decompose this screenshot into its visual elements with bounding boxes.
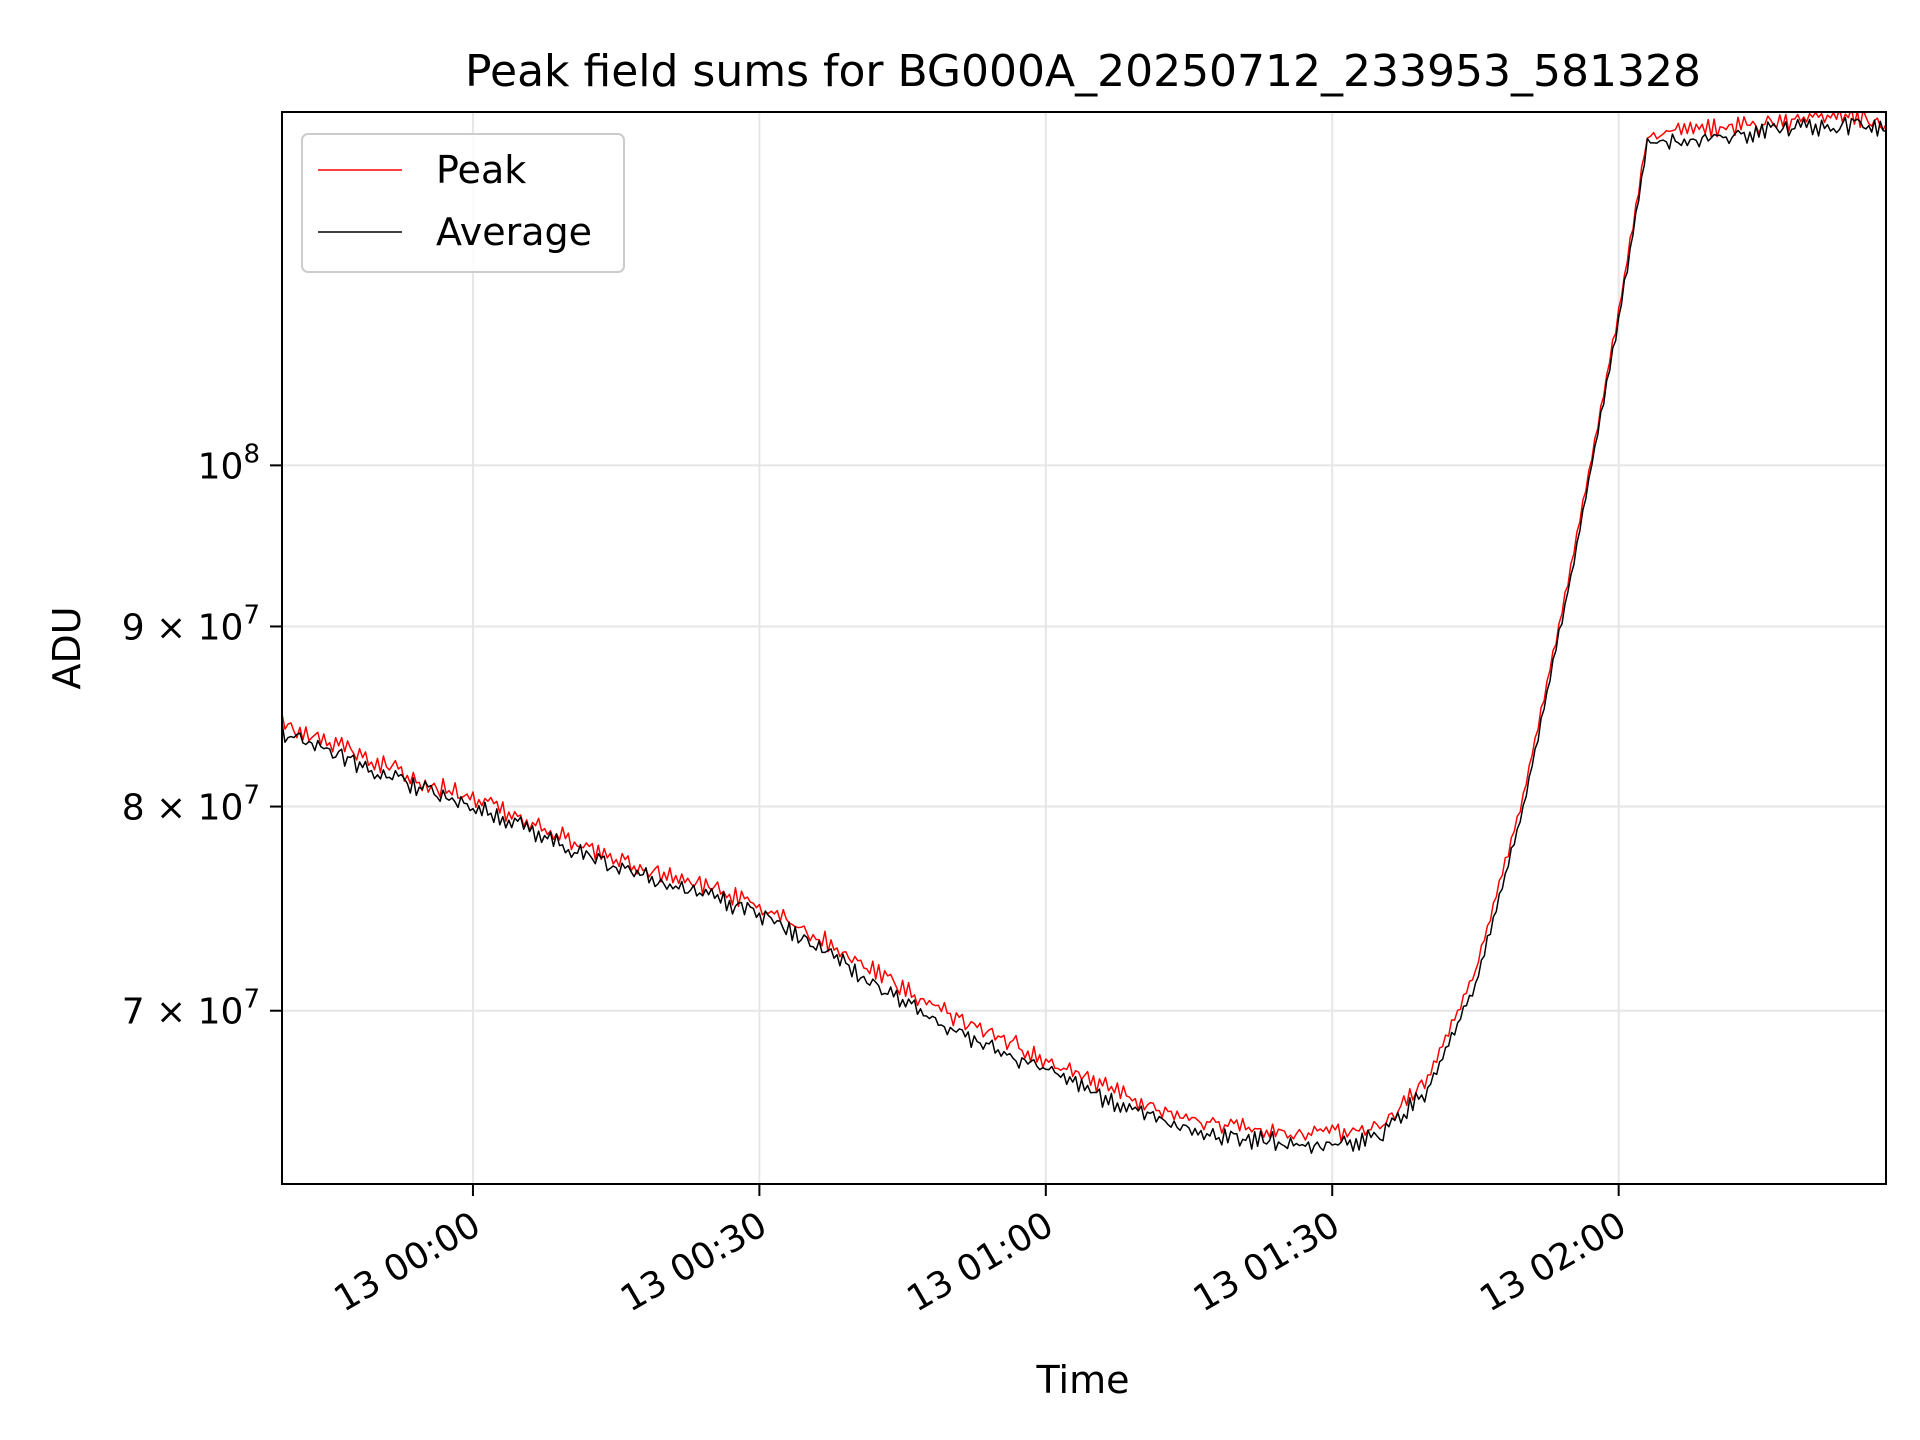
y-tick-label-0: 7 × 107 [122,985,260,1033]
x-grid [471,112,1620,1184]
series-layer [282,112,1886,1154]
y-tick-label-2: 9 × 107 [122,600,260,648]
y-grid [282,464,1886,1012]
legend: Peak Average [301,133,625,273]
x-tick-label-0: 13 00:00 [328,1204,488,1320]
plot-frame [281,111,1887,1185]
legend-label-average: Average [436,210,592,254]
x-tick-label-2: 13 01:00 [900,1204,1060,1320]
legend-box [301,133,625,273]
y-tick-label-3: 108 [198,439,260,487]
series-line-peak [282,112,1886,1143]
x-axis-ticks: 13 00:00 13 00:30 13 01:00 13 01:30 13 02:00 [328,1184,1633,1320]
y-axis-ticks: 7 × 107 8 × 107 9 × 107 108 [122,439,282,1033]
x-axis-label: Time [1036,1358,1130,1402]
legend-label-peak: Peak [436,148,526,192]
y-axis-label: ADU [45,606,89,689]
series-line-average [282,116,1886,1154]
x-tick-label-1: 13 00:30 [614,1204,774,1320]
x-tick-label-3: 13 01:30 [1187,1204,1347,1320]
chart-title: Peak field sums for BG000A_20250712_2339… [465,46,1701,97]
y-tick-label-1: 8 × 107 [122,781,260,829]
x-tick-label-4: 13 02:00 [1473,1204,1633,1320]
